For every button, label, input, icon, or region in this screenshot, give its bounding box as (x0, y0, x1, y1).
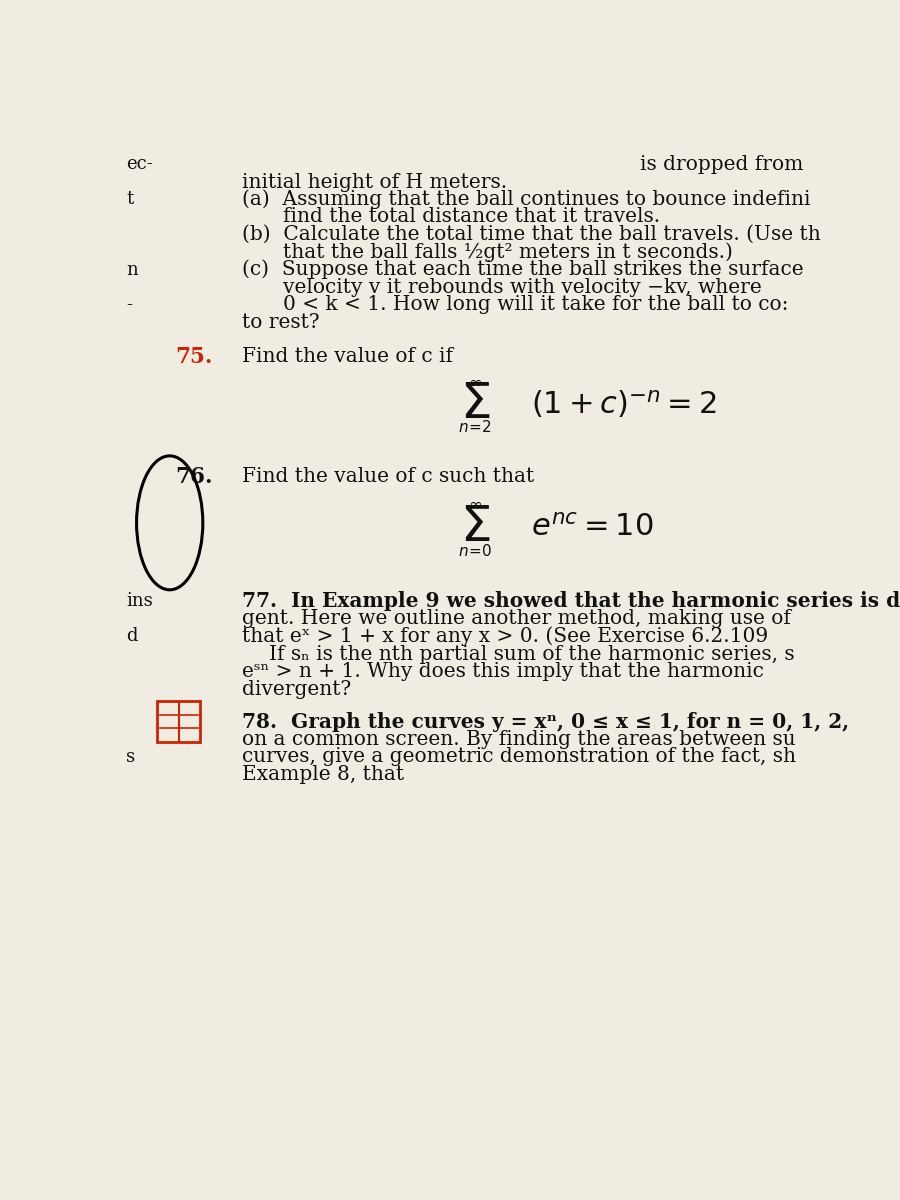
Text: 75.: 75. (176, 346, 212, 367)
Text: initial height of H meters.: initial height of H meters. (241, 173, 507, 192)
Text: that eˣ > 1 + x for any x > 0. (See Exercise 6.2.109: that eˣ > 1 + x for any x > 0. (See Exer… (241, 626, 768, 647)
Text: $n\!=\!2$: $n\!=\!2$ (458, 419, 492, 434)
Text: is dropped from: is dropped from (640, 155, 803, 174)
Text: Find the value of c such that: Find the value of c such that (241, 467, 534, 486)
Text: -: - (126, 295, 132, 313)
Text: Find the value of c if: Find the value of c if (241, 347, 453, 366)
Text: curves, give a geometric demonstration of the fact, sh: curves, give a geometric demonstration o… (241, 748, 796, 766)
Text: ins: ins (126, 593, 153, 611)
Text: 78.  Graph the curves y = xⁿ, 0 ≤ x ≤ 1, for n = 0, 1, 2,: 78. Graph the curves y = xⁿ, 0 ≤ x ≤ 1, … (241, 712, 849, 732)
Text: $(1 + c)^{-n} = 2$: $(1 + c)^{-n} = 2$ (531, 389, 716, 420)
Text: n: n (126, 260, 139, 278)
Text: 76.: 76. (176, 466, 212, 487)
Text: that the ball falls ½gt² meters in t seconds.): that the ball falls ½gt² meters in t sec… (284, 242, 734, 262)
Text: ec-: ec- (126, 155, 153, 173)
Text: (c)  Suppose that each time the ball strikes the surface: (c) Suppose that each time the ball stri… (241, 260, 803, 280)
Text: to rest?: to rest? (241, 313, 320, 332)
Text: 0 < k < 1. How long will it take for the ball to co:: 0 < k < 1. How long will it take for the… (284, 295, 789, 314)
Text: on a common screen. By finding the areas between su: on a common screen. By finding the areas… (241, 730, 796, 749)
Text: $\infty$: $\infty$ (468, 373, 482, 391)
Text: $e^{nc} = 10$: $e^{nc} = 10$ (531, 512, 653, 542)
Text: t: t (126, 191, 134, 209)
Text: (a)  Assuming that the ball continues to bounce indefini: (a) Assuming that the ball continues to … (241, 190, 810, 209)
Text: Example 8, that: Example 8, that (241, 764, 404, 784)
Text: find the total distance that it travels.: find the total distance that it travels. (284, 208, 661, 227)
Text: eˢⁿ > n + 1. Why does this imply that the harmonic: eˢⁿ > n + 1. Why does this imply that th… (241, 662, 763, 682)
Text: s: s (126, 748, 136, 766)
Text: $\Sigma$: $\Sigma$ (460, 380, 491, 430)
Text: divergent?: divergent? (241, 679, 351, 698)
Text: If sₙ is the nth partial sum of the harmonic series, s: If sₙ is the nth partial sum of the harm… (269, 644, 795, 664)
FancyBboxPatch shape (158, 701, 201, 742)
Text: $\infty$: $\infty$ (468, 496, 482, 514)
Text: 77.  In Example 9 we showed that the harmonic series is d: 77. In Example 9 we showed that the harm… (241, 592, 900, 611)
Text: $n\!=\!0$: $n\!=\!0$ (458, 542, 492, 558)
Text: (b)  Calculate the total time that the ball travels. (Use th: (b) Calculate the total time that the ba… (241, 226, 820, 244)
Text: $\Sigma$: $\Sigma$ (460, 503, 491, 552)
Text: velocity v it rebounds with velocity −kv, where: velocity v it rebounds with velocity −kv… (284, 277, 762, 296)
Text: d: d (126, 628, 138, 646)
Text: gent. Here we outline another method, making use of: gent. Here we outline another method, ma… (241, 610, 790, 629)
